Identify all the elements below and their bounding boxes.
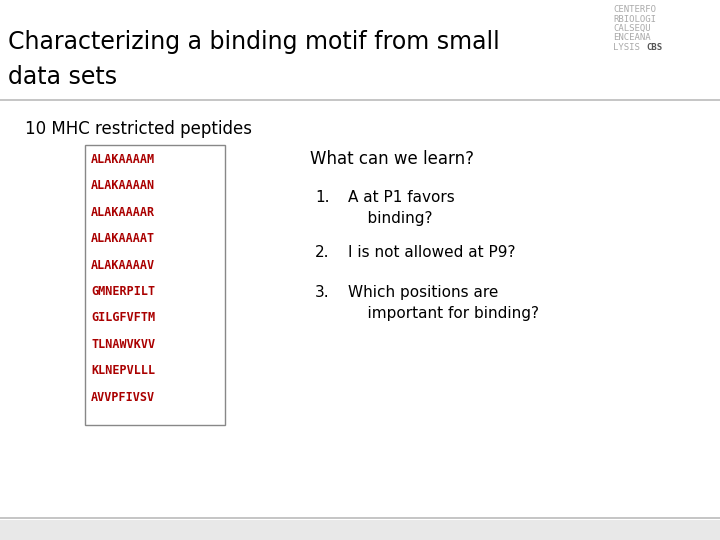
Text: 10 MHC restricted peptides: 10 MHC restricted peptides [25,120,252,138]
Text: CBS: CBS [646,43,662,52]
Text: 3.: 3. [315,285,330,300]
Bar [0,0,720,100]
Text: ALAKAAAAN: ALAKAAAAN [91,179,155,192]
Text: RBIOLOGI: RBIOLOGI [613,15,656,24]
Text: GILGFVFTM: GILGFVFTM [91,312,155,325]
Text: TLNAWVKVV: TLNAWVKVV [91,338,155,351]
Text: I is not allowed at P9?: I is not allowed at P9? [348,245,516,260]
Bar [85,145,225,425]
Text: GMNERPILT: GMNERPILT [91,285,155,298]
Text: Characterizing a binding motif from small: Characterizing a binding motif from smal… [8,30,500,54]
Text: data sets: data sets [8,65,117,89]
Text: AVVPFIVSV: AVVPFIVSV [91,390,155,403]
Text: 1.: 1. [315,190,330,205]
Text: LYSIS: LYSIS [613,43,645,52]
Text: ALAKAAAAR: ALAKAAAAR [91,206,155,219]
Bar [0,100,720,520]
Text: ALAKAAAAT: ALAKAAAAT [91,232,155,245]
Text: 2.: 2. [315,245,330,260]
Text: CALSEQU: CALSEQU [613,24,651,33]
Text: A at P1 favors
    binding?: A at P1 favors binding? [348,190,455,226]
Text: ENCEANA: ENCEANA [613,33,651,43]
Text: Which positions are
    important for binding?: Which positions are important for bindin… [348,285,539,321]
Text: What can we learn?: What can we learn? [310,150,474,168]
Text: ALAKAAAAV: ALAKAAAAV [91,259,155,272]
Text: KLNEPVLLL: KLNEPVLLL [91,364,155,377]
Text: CENTERFO: CENTERFO [613,5,656,14]
Text: ALAKAAAAM: ALAKAAAAM [91,153,155,166]
